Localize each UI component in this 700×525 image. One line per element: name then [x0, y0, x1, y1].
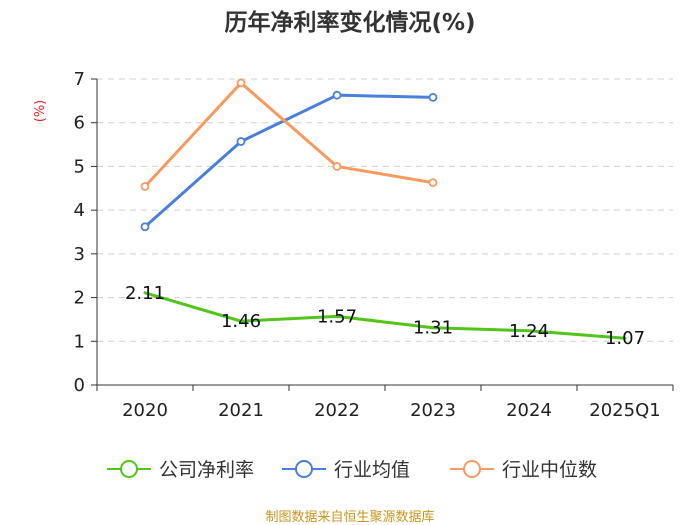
y-tick-label-7: 7	[74, 69, 85, 90]
x-tick-label-2024: 2024	[506, 400, 552, 421]
x-tick-label-2021: 2021	[218, 400, 264, 421]
source-note: 制图数据来自恒生聚源数据库	[265, 509, 434, 525]
legend: 公司净利率 行业均值 行业中位数	[107, 459, 597, 481]
y-tick-label-0: 0	[74, 375, 85, 396]
axes: 0 1 2 3 4 5 6 7 2020 2021 2022 2023 2024 2025Q1	[74, 69, 674, 421]
series-1-point-2020	[140, 222, 150, 232]
data-label-2021: 1.46	[221, 311, 261, 332]
data-label-2023: 1.31	[413, 318, 453, 339]
legend-item-1[interactable]: 行业均值	[282, 459, 410, 481]
legend-label: 行业均值	[334, 459, 410, 481]
y-tick-label-4: 4	[74, 200, 85, 221]
y-tick-label-1: 1	[74, 331, 85, 352]
series	[140, 78, 627, 340]
legend-marker-icon	[295, 460, 313, 478]
series-2-point-2022	[332, 162, 342, 171]
legend-label: 行业中位数	[502, 459, 597, 481]
data-label-2025Q1: 1.07	[605, 328, 645, 349]
series-line-1	[143, 93, 435, 229]
gridlines	[97, 78, 673, 342]
data-label-2022: 1.57	[317, 306, 357, 327]
y-tick-label-6: 6	[74, 113, 85, 134]
series-line-0	[143, 291, 627, 340]
y-tick-label-3: 3	[74, 244, 85, 265]
series-1-point-2022	[332, 90, 342, 100]
data-label-2020: 2.11	[125, 283, 165, 304]
legend-item-2[interactable]: 行业中位数	[450, 459, 597, 481]
legend-label: 公司净利率	[159, 459, 254, 481]
legend-marker-icon	[463, 460, 481, 478]
y-tick-label-5: 5	[74, 156, 85, 177]
chart-title: 历年净利率变化情况(%)	[224, 9, 475, 36]
y-axis-label: (%)	[33, 100, 48, 123]
series-1-point-2021	[236, 137, 246, 146]
legend-marker-icon	[120, 460, 138, 478]
x-tick-label-2020: 2020	[122, 400, 168, 421]
data-label-2024: 1.24	[509, 321, 549, 342]
series-line-2	[143, 81, 435, 189]
x-tick-label-2023: 2023	[410, 400, 456, 421]
series-2-point-2020	[140, 182, 150, 191]
x-tick-label-2025Q1: 2025Q1	[589, 400, 660, 421]
legend-item-0[interactable]: 公司净利率	[107, 459, 254, 481]
series-2-point-2023	[428, 178, 438, 188]
y-tick-label-2: 2	[74, 288, 85, 309]
data-labels: 2.11 1.46 1.57 1.31 1.24 1.07	[125, 283, 645, 349]
series-1-point-2023	[428, 92, 438, 102]
series-2-point-2021	[236, 78, 246, 88]
x-tick-label-2022: 2022	[314, 400, 360, 421]
